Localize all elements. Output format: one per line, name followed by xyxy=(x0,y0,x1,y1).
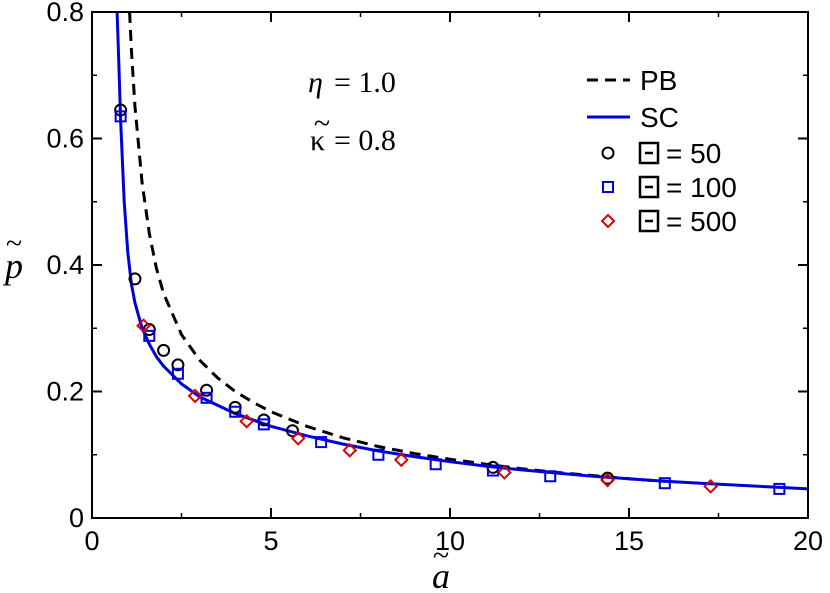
data-point-square xyxy=(200,391,213,404)
y-tick-label: 0.2 xyxy=(46,377,84,407)
y-tick-label: 0.4 xyxy=(46,250,84,280)
data-point-square xyxy=(171,367,184,380)
svg-text:~: ~ xyxy=(314,107,330,140)
data-point-square xyxy=(372,448,385,461)
x-tick-label: 0 xyxy=(84,526,99,556)
y-tick-label: 0 xyxy=(69,503,84,533)
data-point-circle xyxy=(142,323,156,337)
legend-xi50-marker xyxy=(601,146,615,160)
legend-xi500-symbol xyxy=(638,209,660,233)
y-tick-label: 0.8 xyxy=(46,0,84,27)
legend-xi100-symbol xyxy=(638,175,660,199)
legend-xi50-symbol xyxy=(638,141,660,165)
x-tick-label: 15 xyxy=(614,526,644,556)
y-axis-label: ~ p xyxy=(2,227,23,286)
data-point-diamond xyxy=(497,465,512,480)
data-point-square xyxy=(773,482,786,495)
svg-text:~: ~ xyxy=(433,539,449,572)
legend-xi100-label: = 100 xyxy=(666,172,737,203)
data-point-circle xyxy=(171,358,185,372)
data-point-square xyxy=(143,329,156,342)
legend-xi500-label: = 500 xyxy=(666,206,737,237)
y-tick-label: 0.6 xyxy=(46,124,84,154)
svg-text:a: a xyxy=(432,556,450,593)
data-point-square xyxy=(114,110,127,123)
svg-text:~: ~ xyxy=(6,227,22,260)
data-point-diamond xyxy=(290,430,306,446)
data-point-diamond xyxy=(187,388,203,404)
annotation-eta: η = 1.0 xyxy=(308,66,396,99)
x-tick-label: 5 xyxy=(263,526,278,556)
data-point-circle xyxy=(200,383,214,397)
data-point-circle xyxy=(157,343,171,357)
data-point-square xyxy=(486,464,499,477)
data-point-diamond xyxy=(600,472,615,488)
legend-xi500-marker xyxy=(600,213,616,229)
data-point-square xyxy=(658,477,671,490)
legend-pb-label: PB xyxy=(640,65,677,96)
legend-xi100-marker xyxy=(602,181,614,193)
data-point-square xyxy=(429,458,442,471)
data-point-diamond xyxy=(703,478,719,494)
data-point-diamond xyxy=(342,442,358,458)
data-point-square xyxy=(229,405,242,418)
x-tick-label: 10 xyxy=(435,526,465,556)
series-line-sc xyxy=(115,12,808,491)
legend-sc-label: SC xyxy=(640,102,679,133)
data-point-diamond xyxy=(239,413,255,429)
tick-layer: 0 5 10 15 20 0 0.2 0.4 0.6 0.8 xyxy=(46,0,823,556)
kappa-value: = 0.8 xyxy=(334,124,396,157)
annotation-kappa: ~ κ = 0.8 xyxy=(310,107,396,157)
data-point-circle xyxy=(114,103,128,117)
data-point-circle xyxy=(128,272,142,286)
data-point-circle xyxy=(285,424,299,438)
data-point-square xyxy=(257,418,270,431)
eta-symbol: η xyxy=(308,66,323,99)
data-point-diamond xyxy=(136,318,151,334)
eta-value: = 1.0 xyxy=(334,66,396,99)
data-point-square xyxy=(544,470,557,483)
plot-frame xyxy=(91,11,809,519)
data-point-square xyxy=(315,436,328,449)
series-line-pb xyxy=(128,12,665,483)
legend: PB SC = 50 = 100 = 500 xyxy=(587,65,737,237)
x-axis-label: ~ a xyxy=(432,539,450,593)
series-layer xyxy=(114,12,808,495)
x-tick-label: 20 xyxy=(793,526,823,556)
data-point-diamond xyxy=(393,452,409,468)
kappa-symbol: κ xyxy=(310,124,325,157)
svg-text:p: p xyxy=(2,246,23,286)
legend-xi50-label: = 50 xyxy=(666,138,721,169)
